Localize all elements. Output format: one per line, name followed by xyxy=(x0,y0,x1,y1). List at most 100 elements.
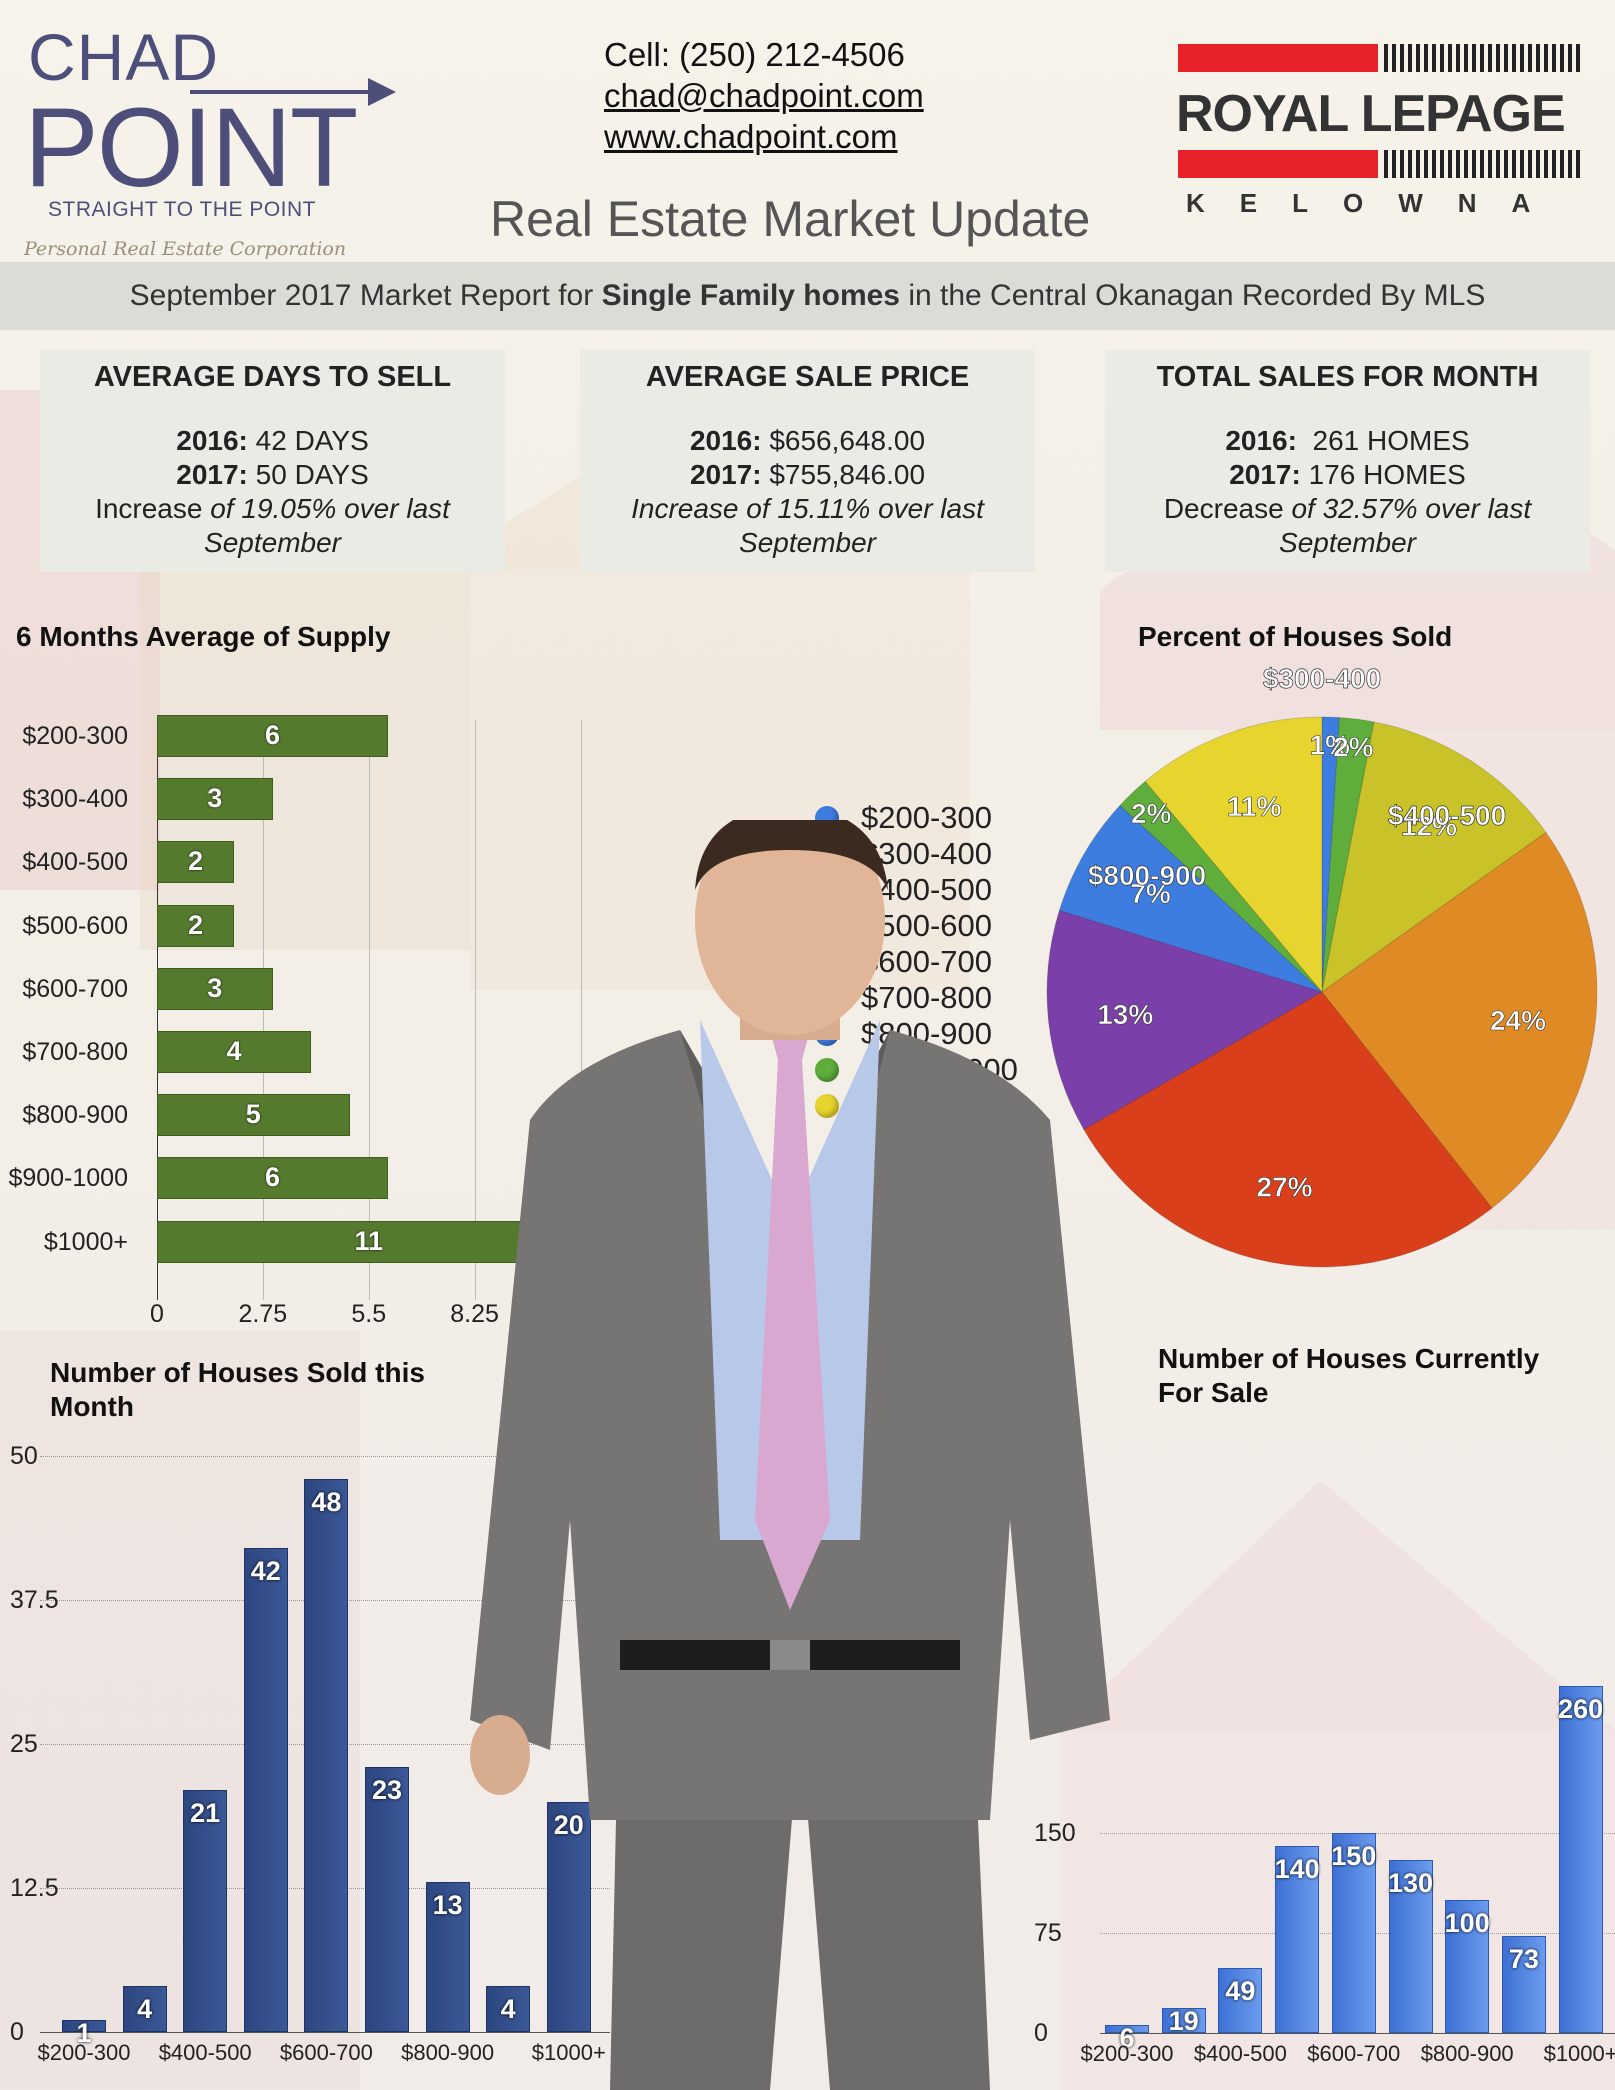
pie-slice xyxy=(1321,717,1375,993)
stat-year-label: 2017: xyxy=(176,459,248,490)
sold-bar-value: 13 xyxy=(432,1890,463,1921)
sold-x-label: $800-900 xyxy=(401,2040,495,2065)
legend-label: $200-300 xyxy=(861,800,993,835)
contact-website-link[interactable]: www.chadpoint.com xyxy=(604,118,898,155)
contact-email-link[interactable]: chad@chadpoint.com xyxy=(604,77,924,114)
supply-bar-value: 5 xyxy=(245,1099,261,1130)
stat-year-value: $755,846.00 xyxy=(761,459,926,490)
pie-callout-label: $400-500 xyxy=(1388,800,1506,831)
brokerage-name: ROYAL LEPAGE xyxy=(1176,85,1566,143)
brand-logo-chad: CHAD xyxy=(28,20,220,94)
forsale-bar xyxy=(1218,1967,1263,2033)
pie-slice xyxy=(1321,716,1340,993)
supply-bar xyxy=(157,1157,388,1200)
stat-change-pre: Increase xyxy=(95,493,211,524)
supply-x-tick: 5.5 xyxy=(351,1300,387,1328)
pie-callout-label: $800-900 xyxy=(1088,860,1206,891)
supply-bar-value: 6 xyxy=(264,1162,281,1193)
forsale-bar xyxy=(1388,1859,1433,2033)
sold-y-tick: 50 xyxy=(10,1442,38,1470)
pie-slice xyxy=(1119,780,1323,993)
forsale-bar xyxy=(1501,1935,1546,2033)
agent-photo xyxy=(470,820,1110,2090)
contact-cell: Cell: (250) 212-4506 xyxy=(604,36,905,73)
forsale-bar-value: 19 xyxy=(1168,2005,1199,2036)
supply-chart-title: 6 Months Average of Supply xyxy=(16,621,391,652)
forsale-bar xyxy=(1105,2025,1149,2033)
pie-slice-label: 2% xyxy=(1131,798,1172,829)
brokerage-city: KELOWNA xyxy=(1186,188,1566,218)
stat-title: TOTAL SALES FOR MONTH xyxy=(1156,361,1539,393)
stat-year-value: 50 DAYS xyxy=(247,459,369,490)
forsale-y-tick: 75 xyxy=(1034,1919,1062,1947)
supply-bar-value: 2 xyxy=(187,909,204,940)
supply-bar xyxy=(157,778,273,821)
stat-change: Increase of 15.11% over last September xyxy=(631,493,984,558)
sold-bar xyxy=(425,1882,470,2032)
page-title: Real Estate Market Update xyxy=(490,191,1091,247)
supply-category-label: $400-500 xyxy=(22,848,128,877)
pie-callout-label: $300-400 xyxy=(1263,663,1381,694)
pie-chart-title: Percent of Houses Sold xyxy=(1138,621,1453,652)
supply-bar-value: 2 xyxy=(187,846,204,877)
supply-gridline xyxy=(262,720,264,1300)
forsale-bar-value: 140 xyxy=(1274,1854,1320,1885)
sold-bar xyxy=(365,1767,409,2032)
pie-slice-label: 24% xyxy=(1490,1005,1546,1036)
pie-slice-label: 11% xyxy=(1227,791,1282,822)
sold-x-label: $600-700 xyxy=(279,2040,373,2065)
supply-bar-value: 3 xyxy=(207,783,223,814)
supply-category-label: $300-400 xyxy=(22,785,128,814)
pie-slice-label: 7% xyxy=(1130,878,1171,909)
sold-bar-value: 4 xyxy=(500,1993,516,2024)
sold-bar-value: 1 xyxy=(76,2018,92,2049)
legend-swatch xyxy=(815,1094,839,1118)
report-text-pre: September 2017 Market Report for xyxy=(129,279,602,312)
report-text-bold: Single Family homes xyxy=(601,279,900,312)
stat-change: of 32.57% over last September xyxy=(1279,493,1532,558)
pie-chart: 1%2%12%24%27%13%7%2% 11%$300-400$400-500$… xyxy=(1046,663,1598,1268)
legend-swatch xyxy=(815,1058,839,1082)
forsale-bar-value: 73 xyxy=(1508,1943,1539,1974)
stat-year-value: $656,648.00 xyxy=(761,425,926,456)
sold-bar xyxy=(304,1479,349,2032)
forsale-bar xyxy=(1275,1846,1320,2033)
stat-change: of 19.05% over last September xyxy=(204,493,450,558)
supply-category-label: $800-900 xyxy=(22,1101,128,1130)
sold-x-label: $1000+ xyxy=(531,2040,606,2065)
supply-bar xyxy=(157,904,234,947)
forsale-x-label: $800-900 xyxy=(1420,2041,1514,2066)
forsale-chart-title: Number of Houses Currently For Sale xyxy=(1158,1343,1540,1408)
pie-slice xyxy=(1058,804,1323,993)
forsale-bar xyxy=(1161,2007,1206,2033)
supply-gridline xyxy=(368,720,370,1300)
supply-category-label: $900-1000 xyxy=(8,1164,128,1193)
forsale-axis xyxy=(1100,2033,1615,2034)
sold-x-label: $200-300 xyxy=(37,2040,131,2065)
forsale-bar-value: 150 xyxy=(1331,1841,1377,1871)
forsale-bar xyxy=(1558,1686,1603,2033)
sold-bar-value: 4 xyxy=(137,1993,153,2024)
supply-gridline xyxy=(580,720,582,1300)
forsale-y-tick: 0 xyxy=(1034,2019,1048,2047)
stat-year-label: 2017: xyxy=(1229,459,1301,490)
supply-x-tick: 8.25 xyxy=(450,1300,499,1328)
sold-bar xyxy=(243,1548,288,2032)
stat-year-value: 176 HOMES xyxy=(1300,459,1466,490)
pie-slice xyxy=(1321,831,1598,1209)
sold-bar-value: 23 xyxy=(371,1775,403,1806)
legend-label: $700-800 xyxy=(861,980,993,1015)
sold-y-tick: 25 xyxy=(10,1730,38,1758)
forsale-chart: 0 75 150 6 19 49 140 150 130 100 73 260 $200-300 $400… xyxy=(1000,1480,1615,2090)
supply-x-tick: 2.75 xyxy=(238,1300,288,1328)
pie-slice xyxy=(1144,716,1323,994)
supply-gridline xyxy=(474,720,476,1300)
sold-x-label: $400-500 xyxy=(158,2040,252,2065)
supply-category-label: $600-700 xyxy=(22,974,128,1003)
supply-bar-value: 11 xyxy=(354,1225,384,1256)
forsale-bar-value: 100 xyxy=(1444,1907,1490,1938)
brand-tagline: STRAIGHT TO THE POINT xyxy=(48,198,316,221)
supply-bar xyxy=(157,715,388,757)
supply-category-label: $200-300 xyxy=(22,722,128,750)
stat-title: AVERAGE SALE PRICE xyxy=(645,361,970,393)
